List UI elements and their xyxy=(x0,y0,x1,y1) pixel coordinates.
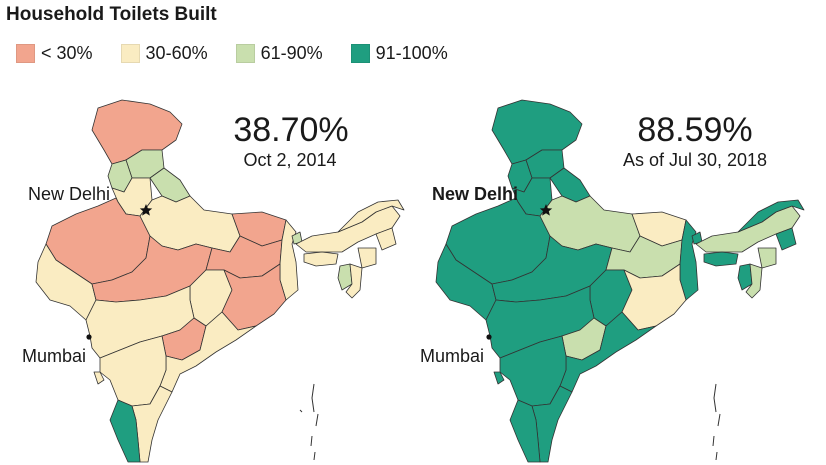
legend-item-30-60: 30-60% xyxy=(120,42,208,64)
new-delhi-star-icon xyxy=(539,204,553,216)
state-kerala xyxy=(509,399,541,463)
stat-value-2018: 88.59% xyxy=(637,111,753,149)
state-mizoram xyxy=(345,263,363,299)
map-2018 xyxy=(435,99,805,463)
state-arunachal xyxy=(737,199,805,233)
state-nagaland xyxy=(775,227,797,251)
state-meghalaya xyxy=(703,251,739,267)
legend-swatch-under-30 xyxy=(16,43,35,63)
state-goa xyxy=(493,371,505,385)
state-tripura xyxy=(737,263,753,291)
state-meghalaya xyxy=(303,251,339,267)
legend-swatch-91-100 xyxy=(350,43,370,63)
city-label-new-delhi: New Delhi xyxy=(28,184,111,204)
state-goa xyxy=(93,371,105,385)
state-manipur xyxy=(357,247,377,269)
legend-item-under-30: < 30% xyxy=(16,43,93,64)
state-odisha xyxy=(621,263,687,331)
legend-swatch-30-60 xyxy=(120,43,140,63)
city-markers xyxy=(86,204,553,340)
legend-label-61-90: 61-90% xyxy=(260,42,323,63)
legend-label-under-30: < 30% xyxy=(41,42,93,63)
islands-2014 xyxy=(299,383,319,461)
state-arunachal xyxy=(337,199,405,233)
state-kerala xyxy=(109,399,141,463)
legend-label-91-100: 91-100% xyxy=(375,42,448,63)
state-nagaland xyxy=(375,227,397,251)
stat-date-2018: As of Jul 30, 2018 xyxy=(622,150,768,170)
map-2014 xyxy=(35,99,405,463)
state-manipur xyxy=(757,247,777,269)
mumbai-dot-icon xyxy=(86,334,92,340)
islands-2018 xyxy=(712,383,721,461)
stat-value-2014: 38.70% xyxy=(233,111,349,149)
chart-title: Household Toilets Built xyxy=(6,4,217,25)
city-label-mumbai: Mumbai xyxy=(420,346,485,366)
state-mizoram xyxy=(745,263,763,299)
legend-item-61-90: 61-90% xyxy=(235,42,323,64)
legend-item-91-100: 91-100% xyxy=(350,42,448,64)
stat-date-2014: Oct 2, 2014 xyxy=(243,150,337,170)
state-odisha xyxy=(221,263,287,331)
state-tripura xyxy=(337,263,353,291)
legend-label-30-60: 30-60% xyxy=(145,42,208,63)
legend-swatch-61-90 xyxy=(235,43,255,63)
legend: < 30% 30-60% 61-90% 91-100% xyxy=(16,41,476,65)
new-delhi-star-icon xyxy=(139,204,153,216)
mumbai-dot-icon xyxy=(486,334,492,340)
city-label-mumbai: Mumbai xyxy=(22,346,87,366)
city-label-new-delhi: New Delhi xyxy=(432,184,519,204)
